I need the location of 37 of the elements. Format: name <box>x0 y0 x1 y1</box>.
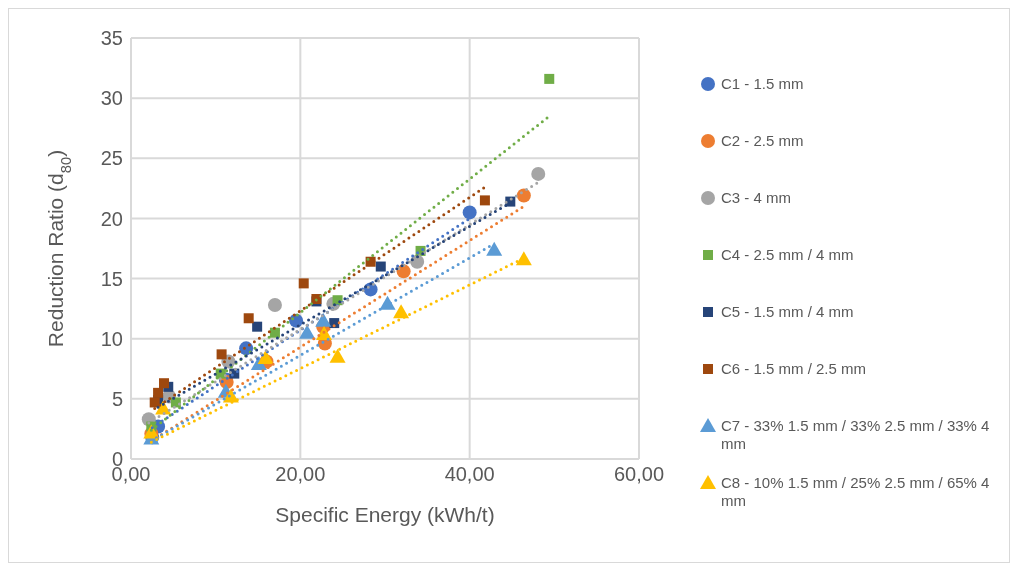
y-tick-label: 35 <box>100 27 123 50</box>
y-tick-label: 25 <box>100 147 123 170</box>
x-tick-label: 60,00 <box>613 463 665 486</box>
point <box>315 312 332 327</box>
legend-label: C1 - 1.5 mm <box>721 75 804 92</box>
x-tick-label: 40,00 <box>444 463 495 486</box>
x-axis-title: Specific Energy (kWh/t) <box>275 502 495 526</box>
point <box>216 349 227 360</box>
legend-label: C4 - 2.5 mm / 4 mm <box>721 246 854 263</box>
legend-label: C8 - 10% 1.5 mm / 25% 2.5 mm / 65% 4 mm <box>721 474 990 509</box>
point <box>267 298 282 313</box>
point <box>252 321 263 332</box>
point <box>243 313 254 324</box>
point <box>329 348 346 363</box>
legend-label: C7 - 33% 1.5 mm / 33% 2.5 mm / 33% 4 mm <box>721 417 990 452</box>
y-tick-label: 30 <box>100 87 123 110</box>
x-tick-label: 20,00 <box>275 463 326 486</box>
point <box>159 378 170 389</box>
y-tick-label: 10 <box>100 327 123 350</box>
legend-label: C5 - 1.5 mm / 4 mm <box>721 303 854 320</box>
point <box>299 324 316 339</box>
point <box>479 195 490 206</box>
point <box>462 205 477 220</box>
y-tick-label: 5 <box>111 387 123 410</box>
y-tick-label: 15 <box>100 267 123 290</box>
legend-label: C3 - 4 mm <box>721 189 792 206</box>
point <box>544 73 555 84</box>
point <box>486 241 503 256</box>
point <box>298 278 309 289</box>
point <box>257 349 274 364</box>
y-tick-label: 20 <box>100 207 123 230</box>
point <box>375 261 386 272</box>
legend-label: C2 - 2.5 mm <box>721 132 804 149</box>
point <box>393 304 410 319</box>
point <box>153 387 164 398</box>
point <box>531 166 546 181</box>
legend-label: C6 - 1.5 mm / 2.5 mm <box>721 360 867 377</box>
